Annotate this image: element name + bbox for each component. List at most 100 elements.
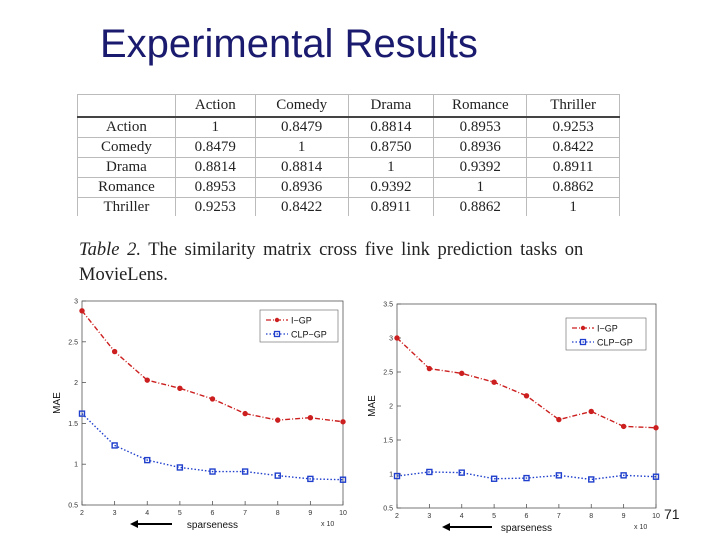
table-cell: 0.8862	[433, 197, 528, 216]
y-tick-label: 2.5	[383, 370, 393, 377]
data-point-clpgp	[652, 473, 660, 480]
data-point-clpgp	[307, 475, 314, 483]
x-tick-label: 10	[339, 510, 347, 517]
x-tick-label: 2	[395, 513, 399, 520]
table-cell: 0.8422	[254, 197, 349, 216]
data-point-clpgp	[555, 472, 563, 479]
y-tick-label: 3	[389, 336, 393, 343]
data-point-igp	[177, 385, 183, 392]
table-row: Thriller 0.9253 0.8422 0.8911 0.8862 1	[77, 197, 620, 216]
y-tick-label: 1	[389, 472, 393, 479]
x-tick-label: 10	[652, 513, 660, 520]
data-point-clpgp	[588, 476, 595, 483]
sparseness-arrow-head	[130, 520, 138, 528]
table-cell: 0.8936	[433, 137, 528, 158]
y-tick-label: 2	[389, 404, 393, 411]
y-tick-label: 1	[74, 462, 78, 469]
table-cell: 0.8750	[347, 137, 435, 158]
x-tick-label: 4	[145, 510, 149, 517]
legend-label: I−GP	[597, 324, 618, 334]
y-tick-label: 1.5	[383, 438, 393, 445]
series-line-clpgp	[396, 471, 657, 481]
header-cell: Drama	[347, 94, 435, 118]
table-caption: Table 2. The similarity matrix cross fiv…	[79, 238, 624, 288]
data-point-igp	[491, 379, 497, 385]
x-tick-label: 8	[589, 513, 593, 520]
x-tick-label: 3	[427, 513, 431, 520]
legend-box	[259, 309, 339, 343]
series-line-clpgp	[81, 413, 344, 481]
data-point-clpgp	[78, 410, 86, 417]
legend-label: CLP−GP	[291, 330, 327, 340]
x-multiplier-label: x 10	[321, 521, 334, 528]
data-point-igp	[144, 377, 150, 383]
data-point-clpgp	[523, 474, 530, 482]
x-axis-label: sparseness	[501, 523, 552, 534]
table-cell: 0.8862	[526, 177, 620, 198]
x-multiplier-label: x 10	[634, 524, 647, 531]
x-tick-label: 6	[525, 513, 529, 520]
header-cell: Romance	[433, 94, 528, 118]
data-point-igp	[275, 417, 281, 423]
sparseness-arrow-head	[442, 523, 450, 531]
legend-marker-clpgp	[273, 330, 281, 338]
data-point-igp	[653, 425, 659, 431]
table-cell: 0.9392	[433, 157, 528, 178]
x-tick-label: 4	[460, 513, 464, 520]
slide-title: Experimental Results	[100, 22, 478, 66]
series-line-igp	[396, 337, 657, 429]
page-number: 71	[664, 506, 680, 522]
x-tick-label: 7	[557, 513, 561, 520]
data-point-clpgp	[490, 475, 498, 482]
table-cell: 0.8911	[526, 157, 620, 178]
data-point-igp	[79, 308, 85, 314]
data-point-igp	[620, 423, 627, 430]
data-point-igp	[588, 408, 594, 415]
header-cell: Comedy	[254, 94, 349, 118]
data-point-igp	[307, 414, 314, 421]
similarity-table-container: Action Comedy Drama Romance Thriller Act…	[77, 94, 620, 216]
data-point-clpgp	[620, 472, 627, 479]
x-tick-label: 5	[178, 510, 182, 517]
data-point-clpgp	[176, 464, 184, 471]
table-cell: 0.8814	[347, 116, 435, 138]
x-tick-label: 3	[113, 510, 117, 517]
x-tick-label: 8	[276, 510, 280, 517]
legend-label: I−GP	[291, 316, 312, 326]
header-cell: Thriller	[526, 94, 620, 118]
data-point-igp	[523, 393, 530, 399]
header-cell: Action	[174, 94, 256, 118]
table-row: Action 1 0.8479 0.8814 0.8953 0.9253	[77, 116, 620, 138]
similarity-table: Action Comedy Drama Romance Thriller Act…	[77, 94, 620, 216]
data-point-clpgp	[426, 468, 433, 476]
legend-marker-igp	[580, 325, 586, 331]
data-point-igp	[242, 410, 248, 417]
table-cell: 0.9392	[347, 177, 435, 198]
data-point-clpgp	[274, 472, 281, 479]
data-point-clpgp	[393, 472, 401, 480]
x-tick-label: 6	[211, 510, 215, 517]
y-tick-label: 3.5	[383, 302, 393, 309]
data-point-igp	[426, 365, 433, 372]
row-label: Thriller	[77, 197, 176, 216]
legend-box	[565, 317, 647, 351]
data-point-igp	[209, 396, 216, 402]
table-cell: 0.8911	[347, 197, 435, 216]
data-point-clpgp	[241, 468, 249, 475]
x-axis-label: sparseness	[187, 520, 238, 531]
y-tick-label: 0.5	[68, 503, 78, 510]
table-cell: 1	[526, 197, 620, 216]
y-axis-label: MAE	[52, 392, 63, 414]
table-cell: 0.8479	[174, 137, 256, 158]
legend-marker-igp	[274, 317, 280, 323]
table-cell: 0.8422	[526, 137, 620, 158]
x-tick-label: 7	[243, 510, 247, 517]
y-tick-label: 0.5	[383, 506, 393, 513]
y-tick-label: 1.5	[68, 421, 78, 428]
y-tick-label: 3	[74, 299, 78, 306]
y-tick-label: 2.5	[68, 339, 78, 346]
table-cell: 0.9253	[174, 197, 256, 216]
data-point-clpgp	[144, 456, 151, 464]
